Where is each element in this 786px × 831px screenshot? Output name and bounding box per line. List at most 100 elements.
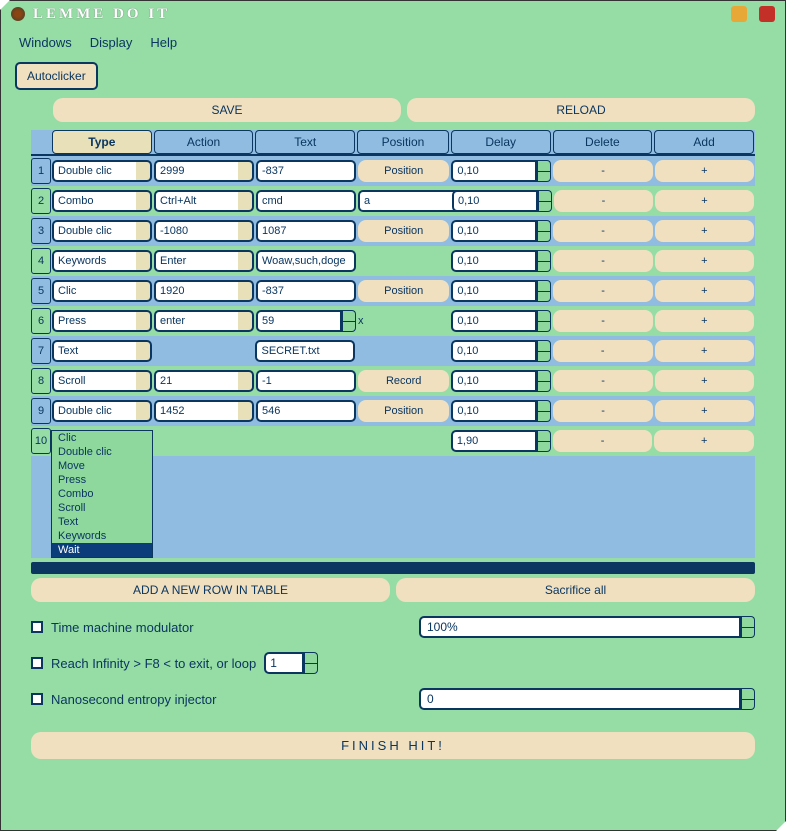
delay-input[interactable] xyxy=(451,250,537,272)
add-row-button[interactable]: + xyxy=(655,370,754,392)
add-row-button[interactable]: + xyxy=(655,220,754,242)
menu-display[interactable]: Display xyxy=(90,35,133,50)
text-input[interactable] xyxy=(256,370,356,392)
dropdown-icon[interactable] xyxy=(136,160,152,182)
delete-row-button[interactable]: - xyxy=(553,220,652,242)
type-input[interactable] xyxy=(52,160,136,182)
spin-up-icon[interactable] xyxy=(538,190,552,201)
delay-input[interactable] xyxy=(451,340,537,362)
dropdown-icon[interactable] xyxy=(238,160,254,182)
action-input[interactable] xyxy=(154,310,238,332)
action-input[interactable] xyxy=(154,190,238,212)
type-input[interactable] xyxy=(52,250,136,272)
dropdown-icon[interactable] xyxy=(136,370,152,392)
dropdown-icon[interactable] xyxy=(136,310,152,332)
add-row-button[interactable]: + xyxy=(655,310,754,332)
add-row-button[interactable]: + xyxy=(654,430,754,452)
delay-input[interactable] xyxy=(451,400,537,422)
spin-down-icon[interactable] xyxy=(537,441,551,453)
delete-row-button[interactable]: - xyxy=(553,430,653,452)
action-input[interactable] xyxy=(154,400,238,422)
text-input[interactable] xyxy=(256,310,342,332)
position-button[interactable]: Position xyxy=(358,160,449,182)
time-machine-input[interactable] xyxy=(419,616,741,638)
text-input[interactable] xyxy=(256,280,356,302)
delay-input[interactable] xyxy=(451,370,537,392)
dropdown-icon[interactable] xyxy=(136,220,152,242)
delay-input[interactable] xyxy=(451,160,537,182)
spin-up-icon[interactable] xyxy=(304,652,318,663)
close-button[interactable] xyxy=(759,6,775,22)
time-machine-checkbox[interactable] xyxy=(31,621,43,633)
action-input[interactable] xyxy=(154,250,238,272)
spin-down-icon[interactable] xyxy=(741,699,755,711)
add-row-button[interactable]: ADD A NEW ROW IN TABLE xyxy=(31,578,390,602)
add-row-button[interactable]: + xyxy=(655,160,754,182)
entropy-checkbox[interactable] xyxy=(31,693,43,705)
dropdown-option[interactable]: Clic xyxy=(52,431,152,445)
delete-row-button[interactable]: - xyxy=(554,190,653,212)
delete-row-button[interactable]: - xyxy=(553,280,652,302)
action-input[interactable] xyxy=(154,280,238,302)
spin-down-icon[interactable] xyxy=(537,291,551,303)
add-row-button[interactable]: + xyxy=(655,250,754,272)
spin-up-icon[interactable] xyxy=(537,430,551,441)
spin-down-icon[interactable] xyxy=(537,411,551,423)
dropdown-option[interactable]: Double clic xyxy=(52,445,152,459)
dropdown-icon[interactable] xyxy=(238,400,254,422)
type-input[interactable] xyxy=(52,400,136,422)
delete-row-button[interactable]: - xyxy=(553,370,652,392)
delay-input[interactable] xyxy=(451,280,537,302)
text-input[interactable] xyxy=(255,340,355,362)
spin-down-icon[interactable] xyxy=(304,663,318,675)
col-position[interactable]: Position xyxy=(357,130,449,154)
spin-down-icon[interactable] xyxy=(537,321,551,333)
dropdown-icon[interactable] xyxy=(238,280,254,302)
spin-up-icon[interactable] xyxy=(537,220,551,231)
dropdown-option[interactable]: Move xyxy=(52,459,152,473)
minimize-button[interactable] xyxy=(731,6,747,22)
add-row-button[interactable]: + xyxy=(655,340,754,362)
type-input[interactable] xyxy=(52,340,136,362)
type-input[interactable] xyxy=(52,310,136,332)
delay-input[interactable] xyxy=(451,310,537,332)
delay-input[interactable] xyxy=(451,430,537,452)
text-input[interactable] xyxy=(256,220,356,242)
col-delay[interactable]: Delay xyxy=(451,130,551,154)
infinity-input[interactable] xyxy=(264,652,304,674)
position-button[interactable]: Position xyxy=(358,400,449,422)
spin-down-icon[interactable] xyxy=(741,627,755,639)
dropdown-icon[interactable] xyxy=(136,250,152,272)
type-input[interactable] xyxy=(52,370,136,392)
spin-up-icon[interactable] xyxy=(537,370,551,381)
finish-button[interactable]: FINISH HIT! xyxy=(31,732,755,759)
infinity-checkbox[interactable] xyxy=(31,657,43,669)
text-input[interactable] xyxy=(256,190,356,212)
col-action[interactable]: Action xyxy=(154,130,254,154)
dropdown-option[interactable]: Scroll xyxy=(52,501,152,515)
dropdown-icon[interactable] xyxy=(238,220,254,242)
spin-up-icon[interactable] xyxy=(741,688,755,699)
add-row-button[interactable]: + xyxy=(655,280,754,302)
dropdown-icon[interactable] xyxy=(238,370,254,392)
type-input[interactable] xyxy=(52,220,136,242)
add-row-button[interactable]: + xyxy=(655,400,754,422)
position-button[interactable]: Position xyxy=(358,280,449,302)
menu-help[interactable]: Help xyxy=(150,35,177,50)
col-type[interactable]: Type xyxy=(52,130,152,154)
spin-down-icon[interactable] xyxy=(538,201,552,213)
action-input[interactable] xyxy=(154,160,238,182)
spin-down-icon[interactable] xyxy=(537,231,551,243)
dropdown-option[interactable]: Wait xyxy=(52,543,152,557)
col-text[interactable]: Text xyxy=(255,130,355,154)
save-button[interactable]: SAVE xyxy=(53,98,401,122)
col-delete[interactable]: Delete xyxy=(553,130,653,154)
action-input[interactable] xyxy=(154,370,238,392)
delete-row-button[interactable]: - xyxy=(553,400,652,422)
delete-row-button[interactable]: - xyxy=(553,160,652,182)
spin-up-icon[interactable] xyxy=(741,616,755,627)
spin-down-icon[interactable] xyxy=(537,351,551,363)
position-button[interactable]: Position xyxy=(358,220,449,242)
sacrifice-all-button[interactable]: Sacrifice all xyxy=(396,578,755,602)
dropdown-option[interactable]: Keywords xyxy=(52,529,152,543)
